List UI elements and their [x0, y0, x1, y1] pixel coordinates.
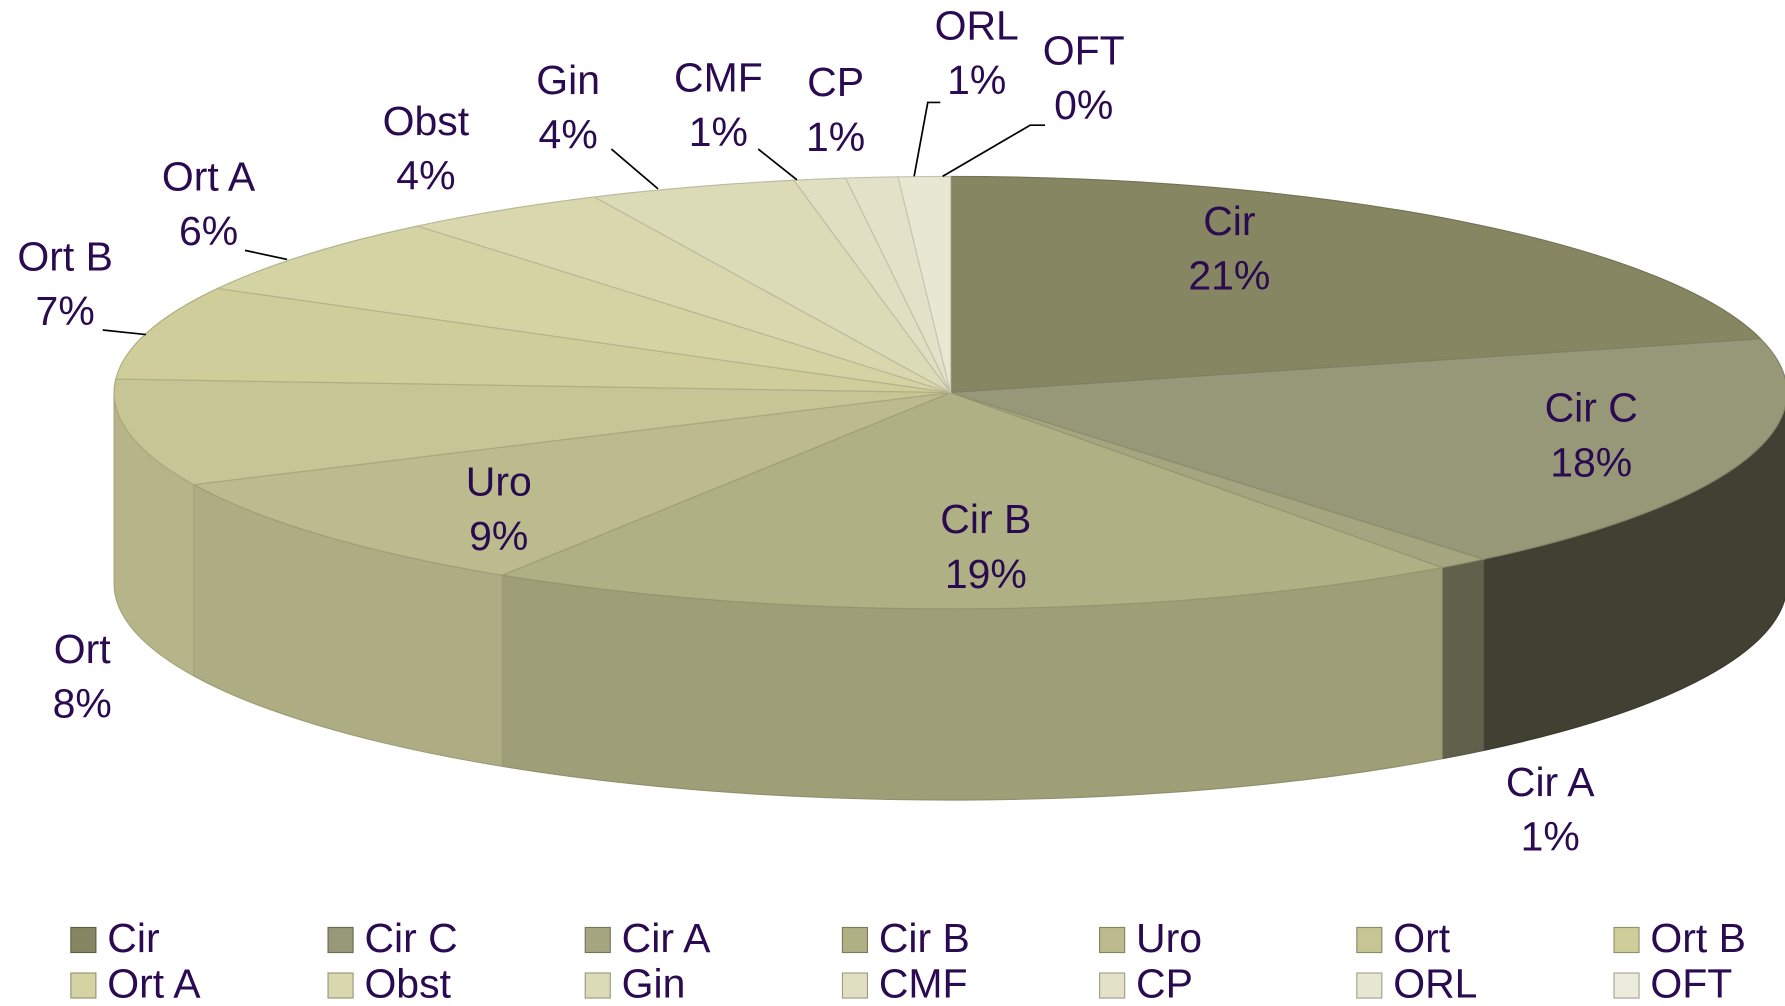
legend-swatch	[70, 926, 97, 954]
leader-line	[913, 101, 941, 177]
pie-slice	[592, 179, 951, 394]
legend-swatch	[841, 972, 869, 999]
data-label-name: OFT	[1043, 27, 1125, 73]
data-label-name: CP	[807, 59, 864, 105]
legend-label: Cir B	[879, 915, 970, 961]
legend-swatch	[1099, 972, 1126, 999]
legend-swatch	[584, 926, 611, 954]
legend-swatch	[70, 972, 97, 999]
data-label-value: 4%	[396, 152, 455, 198]
pie-slice	[115, 287, 951, 394]
legend-label: Cir C	[364, 915, 457, 961]
data-label-name: Ort	[54, 626, 111, 672]
legend-label: OFT	[1650, 960, 1732, 1006]
data-label-name: Uro	[466, 459, 532, 505]
legend-label: ORL	[1393, 960, 1477, 1006]
data-label-value: 18%	[1550, 439, 1632, 485]
data-label-name: Obst	[383, 98, 470, 144]
data-label-name: ORL	[935, 2, 1019, 48]
pie-sides	[113, 392, 1785, 801]
data-label-value: 7%	[36, 288, 95, 334]
data-label-value: 1%	[806, 114, 865, 160]
data-label-name: Cir B	[940, 496, 1031, 542]
leader-lines	[102, 101, 1045, 336]
leader-line	[244, 249, 288, 261]
data-label-value: 6%	[179, 208, 238, 254]
data-label-value: 1%	[1521, 814, 1580, 860]
data-label-name: Cir A	[1506, 759, 1595, 805]
data-label-value: 8%	[53, 681, 112, 727]
data-label-name: Cir C	[1545, 385, 1638, 431]
legend-label: Cir	[107, 915, 159, 961]
legend-label: Gin	[622, 960, 686, 1006]
legend-swatch	[1356, 972, 1383, 999]
data-label-name: Ort B	[17, 233, 113, 279]
legend-swatch	[841, 926, 869, 954]
data-label-name: CMF	[674, 55, 763, 101]
pie-tops	[113, 175, 1785, 610]
legend-swatch	[1613, 926, 1640, 954]
data-label-value: 1%	[689, 109, 748, 155]
legend-swatch	[1613, 972, 1640, 999]
legend-label: Ort B	[1650, 915, 1746, 961]
pie-slice	[949, 175, 1762, 394]
pie-slice	[500, 392, 1445, 610]
data-label-value: 9%	[469, 513, 528, 559]
pie-side	[1441, 558, 1485, 760]
legend-label: Uro	[1136, 915, 1202, 961]
legend-label: Ort A	[107, 960, 201, 1006]
data-label-value: 19%	[945, 551, 1027, 597]
leader-line	[942, 124, 1045, 178]
legend: Cir Cir C Cir A Cir B Uro Ort Ort B Ort A Obst Gi…	[70, 915, 1746, 1006]
data-label-name: Gin	[536, 57, 600, 103]
pie-slice	[215, 225, 951, 394]
legend-swatch	[584, 972, 611, 999]
pie-slice	[113, 378, 951, 486]
legend-label: CP	[1136, 960, 1193, 1006]
legend-swatch	[1099, 926, 1126, 954]
legend-swatch	[327, 972, 354, 999]
data-label-value: 1%	[947, 57, 1006, 103]
data-label-name: Ort A	[162, 154, 256, 200]
leader-line	[610, 148, 659, 190]
legend-label: Cir A	[622, 915, 711, 961]
data-label-name: Cir	[1203, 198, 1255, 244]
pie-slice	[950, 338, 1785, 560]
data-label-value: 21%	[1188, 253, 1270, 299]
legend-label: Obst	[364, 960, 451, 1006]
legend-swatch	[1356, 926, 1383, 954]
data-label-value: 4%	[539, 112, 598, 158]
legend-label: CMF	[879, 960, 968, 1006]
leader-line	[102, 329, 147, 336]
legend-label: Ort	[1393, 915, 1450, 961]
data-labels: Cir 21% Cir C 18% Cir A 1% Cir B 19% Uro 9% Ort 8% O…	[17, 2, 1637, 859]
data-label-value: 0%	[1054, 82, 1113, 128]
pie-slice	[191, 392, 951, 576]
legend-swatch	[327, 926, 354, 954]
pie-slice	[415, 196, 951, 394]
leader-line	[757, 148, 798, 181]
